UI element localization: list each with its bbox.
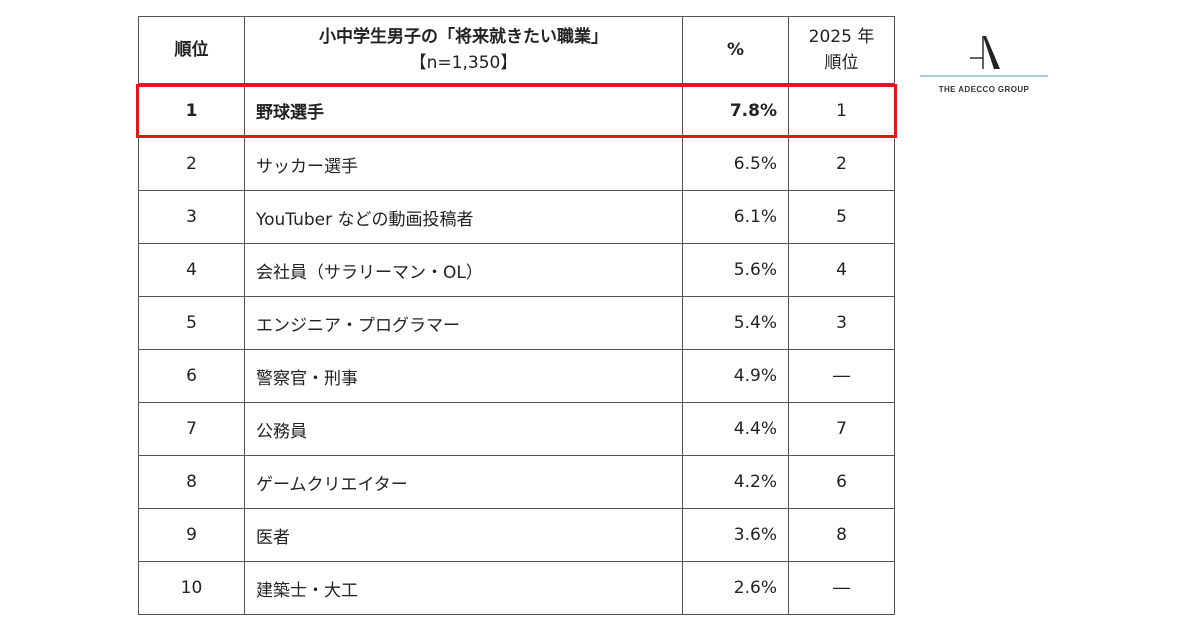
rank-cell: 8 [138,455,245,509]
table-row-8: 8 ゲームクリエイター 4.2% 6 [138,455,895,509]
ranking-table: 順位 小中学生男子の「将来就きたい職業」 【n=1,350】 % 2025 年 … [138,16,895,615]
adecco-group-logo: THE ADECCO GROUP [920,30,1048,100]
rank-cell: 2 [138,137,245,191]
percent-cell: 5.6% [682,243,789,297]
rank-cell: 6 [138,349,245,403]
prev-rank-cell: 5 [788,190,895,244]
percent-cell: 4.9% [682,349,789,403]
table-row-4: 4 会社員（サラリーマン・OL） 5.6% 4 [138,243,895,297]
rank-cell: 4 [138,243,245,297]
percent-cell: 5.4% [682,296,789,350]
header-title-text: 小中学生男子の「将来就きたい職業」 [319,26,608,47]
job-cell: 野球選手 [244,83,683,138]
table-row-3: 3 YouTuber などの動画投稿者 6.1% 5 [138,190,895,244]
prev-rank-cell: 4 [788,243,895,297]
prev-rank-cell: 8 [788,508,895,562]
header-prev-rank-label: 順位 [824,53,859,73]
rank-cell: 10 [138,561,245,615]
table-row-6: 6 警察官・刑事 4.9% ― [138,349,895,403]
adecco-a-icon [970,36,1000,69]
rank-cell: 1 [138,83,245,138]
header-row: 順位 小中学生男子の「将来就きたい職業」 【n=1,350】 % 2025 年 … [138,16,895,84]
percent-cell: 4.2% [682,455,789,509]
percent-cell: 3.6% [682,508,789,562]
header-title: 小中学生男子の「将来就きたい職業」 【n=1,350】 [244,16,683,84]
rank-cell: 5 [138,296,245,350]
table-row-2: 2 サッカー選手 6.5% 2 [138,137,895,191]
header-prev-rank: 2025 年 順位 [788,16,895,84]
table-row-7: 7 公務員 4.4% 7 [138,402,895,456]
logo-divider [920,75,1048,77]
job-cell: 医者 [244,508,683,562]
logo-text: THE ADECCO GROUP [938,85,1030,94]
table-row-1: 1 野球選手 7.8% 1 [138,83,895,138]
prev-rank-cell: 7 [788,402,895,456]
job-cell: 会社員（サラリーマン・OL） [244,243,683,297]
rank-cell: 7 [138,402,245,456]
percent-cell: 4.4% [682,402,789,456]
prev-rank-cell: ― [788,561,895,615]
job-cell: YouTuber などの動画投稿者 [244,190,683,244]
prev-rank-cell: 6 [788,455,895,509]
prev-rank-cell: 1 [788,83,895,138]
percent-cell: 6.5% [682,137,789,191]
header-prev-year: 2025 年 [808,26,875,47]
rank-cell: 9 [138,508,245,562]
percent-cell: 6.1% [682,190,789,244]
header-rank: 順位 [138,16,245,84]
table-row-10: 10 建築士・大工 2.6% ― [138,561,895,615]
percent-cell: 2.6% [682,561,789,615]
prev-rank-cell: ― [788,349,895,403]
job-cell: エンジニア・プログラマー [244,296,683,350]
table-row-5: 5 エンジニア・プログラマー 5.4% 3 [138,296,895,350]
job-cell: ゲームクリエイター [244,455,683,509]
prev-rank-cell: 3 [788,296,895,350]
prev-rank-cell: 2 [788,137,895,191]
rank-cell: 3 [138,190,245,244]
job-cell: サッカー選手 [244,137,683,191]
job-cell: 警察官・刑事 [244,349,683,403]
header-percent: % [682,16,789,84]
table-row-9: 9 医者 3.6% 8 [138,508,895,562]
header-sample-size: 【n=1,350】 [409,53,518,73]
percent-cell: 7.8% [682,83,789,138]
job-cell: 公務員 [244,402,683,456]
job-cell: 建築士・大工 [244,561,683,615]
